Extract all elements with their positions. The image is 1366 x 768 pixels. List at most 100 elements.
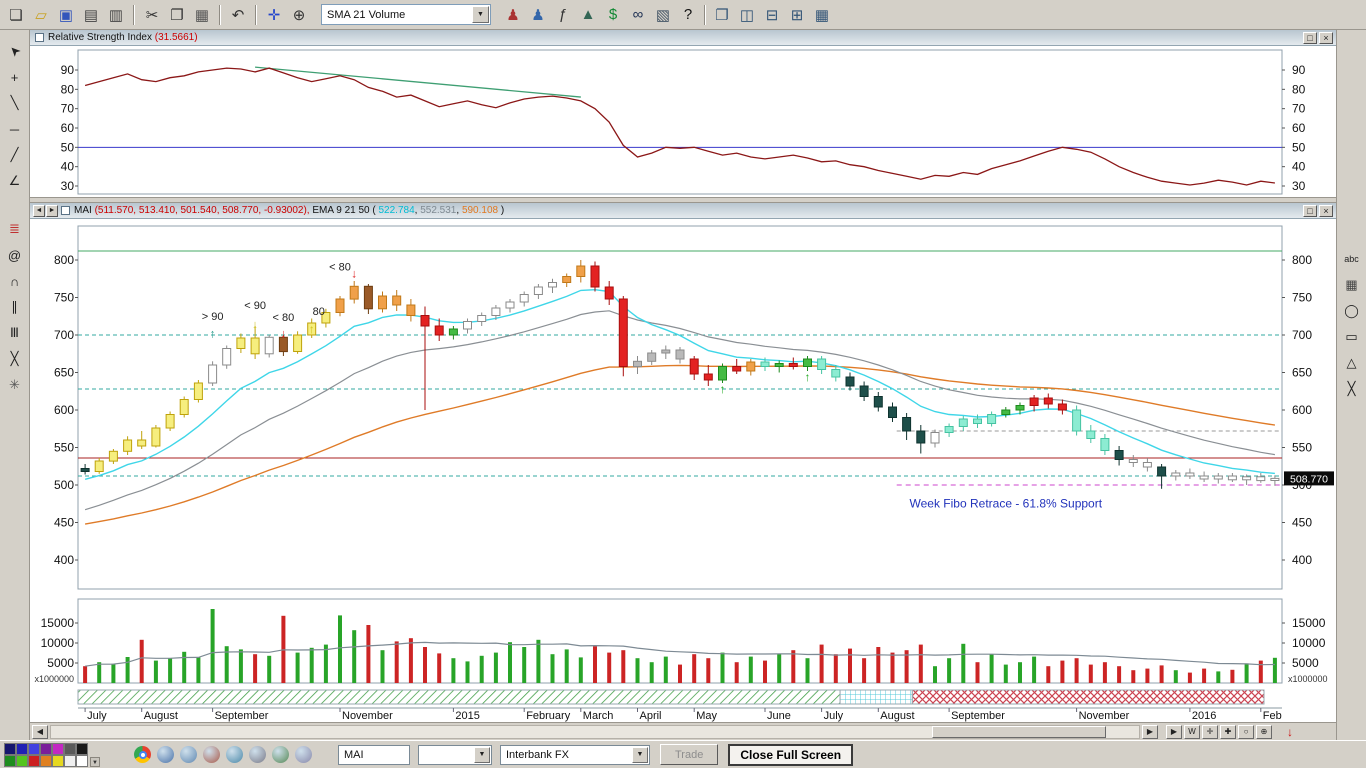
- ellipse-tool-icon[interactable]: ◯: [1344, 303, 1359, 318]
- candlestick-tool-icon[interactable]: ≣: [9, 221, 20, 236]
- dropdown-arrow-icon[interactable]: ▼: [632, 746, 648, 763]
- app-terminal-5-icon[interactable]: [226, 746, 243, 763]
- timeframe-dropdown[interactable]: ▼: [418, 744, 492, 765]
- palette-dropdown-arrow[interactable]: ▼: [90, 756, 100, 767]
- palette-color[interactable]: [40, 742, 52, 755]
- rsi-close-button[interactable]: ×: [1319, 31, 1333, 44]
- weekly-timeframe-button[interactable]: W: [1184, 724, 1200, 739]
- volume-chart[interactable]: 15000 15000 10000 10000 5000 5000 x1000000 x100…: [30, 597, 1336, 689]
- app-terminal-8-icon[interactable]: [295, 746, 312, 763]
- palette-color[interactable]: [16, 754, 28, 767]
- app-terminal-4-icon[interactable]: [203, 746, 220, 763]
- page-forward-button[interactable]: ▶: [1166, 724, 1182, 739]
- dropdown-arrow-icon[interactable]: ▼: [474, 746, 490, 763]
- print-icon[interactable]: ▤: [83, 6, 99, 24]
- parallel-channel-tool-icon[interactable]: ∥: [11, 299, 18, 314]
- app-terminal-6-icon[interactable]: [249, 746, 266, 763]
- app-terminal-3-icon[interactable]: [180, 746, 197, 763]
- close-fullscreen-button[interactable]: Close Full Screen: [728, 743, 854, 766]
- window-cascade-icon[interactable]: ❐: [715, 6, 729, 24]
- scrollbar-thumb[interactable]: [932, 725, 1107, 738]
- app-terminal-2-icon[interactable]: [157, 746, 174, 763]
- symbol-input[interactable]: MAI: [338, 744, 410, 765]
- palette-color[interactable]: [28, 754, 40, 767]
- copy-icon[interactable]: ❐: [170, 6, 184, 24]
- palette-color[interactable]: [52, 754, 64, 767]
- palette-color[interactable]: [76, 742, 88, 755]
- scroll-left-button[interactable]: ◀: [32, 724, 48, 739]
- paste-icon[interactable]: ▦: [194, 6, 210, 24]
- currency-icon[interactable]: $: [608, 6, 618, 23]
- delete-drawing-tool-icon[interactable]: ╳: [1347, 381, 1356, 396]
- scanner-binoculars-icon[interactable]: ∞: [632, 6, 644, 23]
- peak-chart-icon[interactable]: ▲: [580, 6, 596, 23]
- svg-text:600: 600: [1292, 403, 1312, 417]
- palette-color[interactable]: [16, 742, 28, 755]
- palette-color[interactable]: [4, 742, 16, 755]
- trendline-tool-icon[interactable]: ╲: [10, 95, 19, 110]
- grid-tool-icon[interactable]: ▦: [1345, 277, 1358, 292]
- print-preview-icon[interactable]: ▥: [108, 6, 124, 24]
- rectangle-tool-icon[interactable]: ▭: [1345, 329, 1358, 344]
- price-alert-icon[interactable]: ♟: [506, 6, 520, 24]
- indicator-dropdown[interactable]: SMA 21 Volume ▼: [321, 4, 491, 25]
- function-builder-icon[interactable]: ƒ: [558, 6, 568, 23]
- browser-chrome-icon[interactable]: [134, 746, 151, 763]
- price-restore-button[interactable]: □: [1303, 204, 1317, 217]
- triangle-tool-icon[interactable]: △: [1346, 355, 1357, 370]
- panel-splitter[interactable]: [30, 197, 1336, 203]
- pan-mode-button[interactable]: ✛: [1202, 724, 1218, 739]
- pattern-marker-tool-icon[interactable]: ✳: [9, 377, 20, 392]
- palette-color[interactable]: [4, 754, 16, 767]
- pointer-tool-icon[interactable]: ➤: [4, 42, 24, 61]
- scroll-right-button[interactable]: ▶: [1142, 724, 1158, 739]
- gann-fan-tool-icon[interactable]: ╳: [10, 351, 19, 366]
- crosshair-mode-button[interactable]: ✚: [1220, 724, 1236, 739]
- window-grid-nine-icon[interactable]: ▦: [814, 6, 830, 24]
- scrollbar-track[interactable]: [50, 724, 1140, 739]
- trade-button[interactable]: Trade: [660, 744, 719, 765]
- circle-marker-button[interactable]: ○: [1238, 724, 1254, 739]
- palette-color[interactable]: [64, 754, 76, 767]
- panel-next-button[interactable]: ►: [46, 204, 58, 217]
- panel-prev-button[interactable]: ◄: [33, 204, 45, 217]
- arc-tool-icon[interactable]: ∩: [9, 273, 20, 289]
- cut-icon[interactable]: ✂: [145, 6, 159, 24]
- palette-color[interactable]: [40, 754, 52, 767]
- pattern-scan-icon[interactable]: ▧: [655, 6, 671, 24]
- horizontal-line-tool-icon[interactable]: ─: [9, 121, 20, 137]
- rsi-title-bar[interactable]: Relative Strength Index (31.5661) □ ×: [30, 30, 1336, 46]
- crosshair-tool-icon[interactable]: +: [10, 69, 19, 85]
- palette-color[interactable]: [64, 742, 76, 755]
- zoom-reset-button[interactable]: ⊕: [1256, 724, 1272, 739]
- window-grid-icon[interactable]: ⊞: [790, 6, 804, 24]
- open-file-icon[interactable]: ▱: [35, 6, 47, 24]
- svg-text:700: 700: [1292, 328, 1312, 342]
- rsi-restore-button[interactable]: □: [1303, 31, 1317, 44]
- rsi-chart[interactable]: 90 90 80 80 70 70 60 60 50 50 40 40 30 30: [30, 46, 1336, 197]
- fib-spiral-tool-icon[interactable]: @: [7, 247, 22, 263]
- price-title-bar[interactable]: ◄ ► MAI (511.570, 513.410, 501.540, 508.…: [30, 203, 1336, 219]
- app-terminal-7-icon[interactable]: [272, 746, 289, 763]
- palette-color[interactable]: [28, 742, 40, 755]
- zoom-icon[interactable]: ⊕: [292, 6, 306, 24]
- tile-horizontal-icon[interactable]: ⊟: [765, 6, 779, 24]
- candlestick-chart[interactable]: 800 800 750 750 700 700 650 650 600 600 550 550 500 5…: [30, 219, 1336, 597]
- pan-icon[interactable]: ✛: [267, 6, 281, 24]
- angle-tool-icon[interactable]: ∠: [8, 173, 21, 188]
- price-close-button[interactable]: ×: [1319, 204, 1333, 217]
- save-icon[interactable]: ▣: [58, 6, 74, 24]
- text-tool-icon[interactable]: abc: [1344, 254, 1359, 264]
- palette-color[interactable]: [76, 754, 88, 767]
- alert-down-icon[interactable]: ↓: [1287, 724, 1293, 739]
- broker-dropdown[interactable]: Interbank FX ▼: [500, 744, 650, 765]
- fibonacci-retracement-tool-icon[interactable]: Ⅲ: [10, 325, 19, 340]
- dropdown-arrow-icon[interactable]: ▼: [472, 6, 489, 23]
- palette-color[interactable]: [52, 742, 64, 755]
- tile-vertical-icon[interactable]: ◫: [739, 6, 755, 24]
- profile-icon[interactable]: ♟: [531, 6, 545, 24]
- context-help-icon[interactable]: ?: [683, 6, 693, 23]
- undo-icon[interactable]: ↶: [231, 6, 245, 24]
- diagonal-ray-tool-icon[interactable]: ╱: [10, 147, 19, 162]
- new-chart-icon[interactable]: ❏: [9, 6, 23, 24]
